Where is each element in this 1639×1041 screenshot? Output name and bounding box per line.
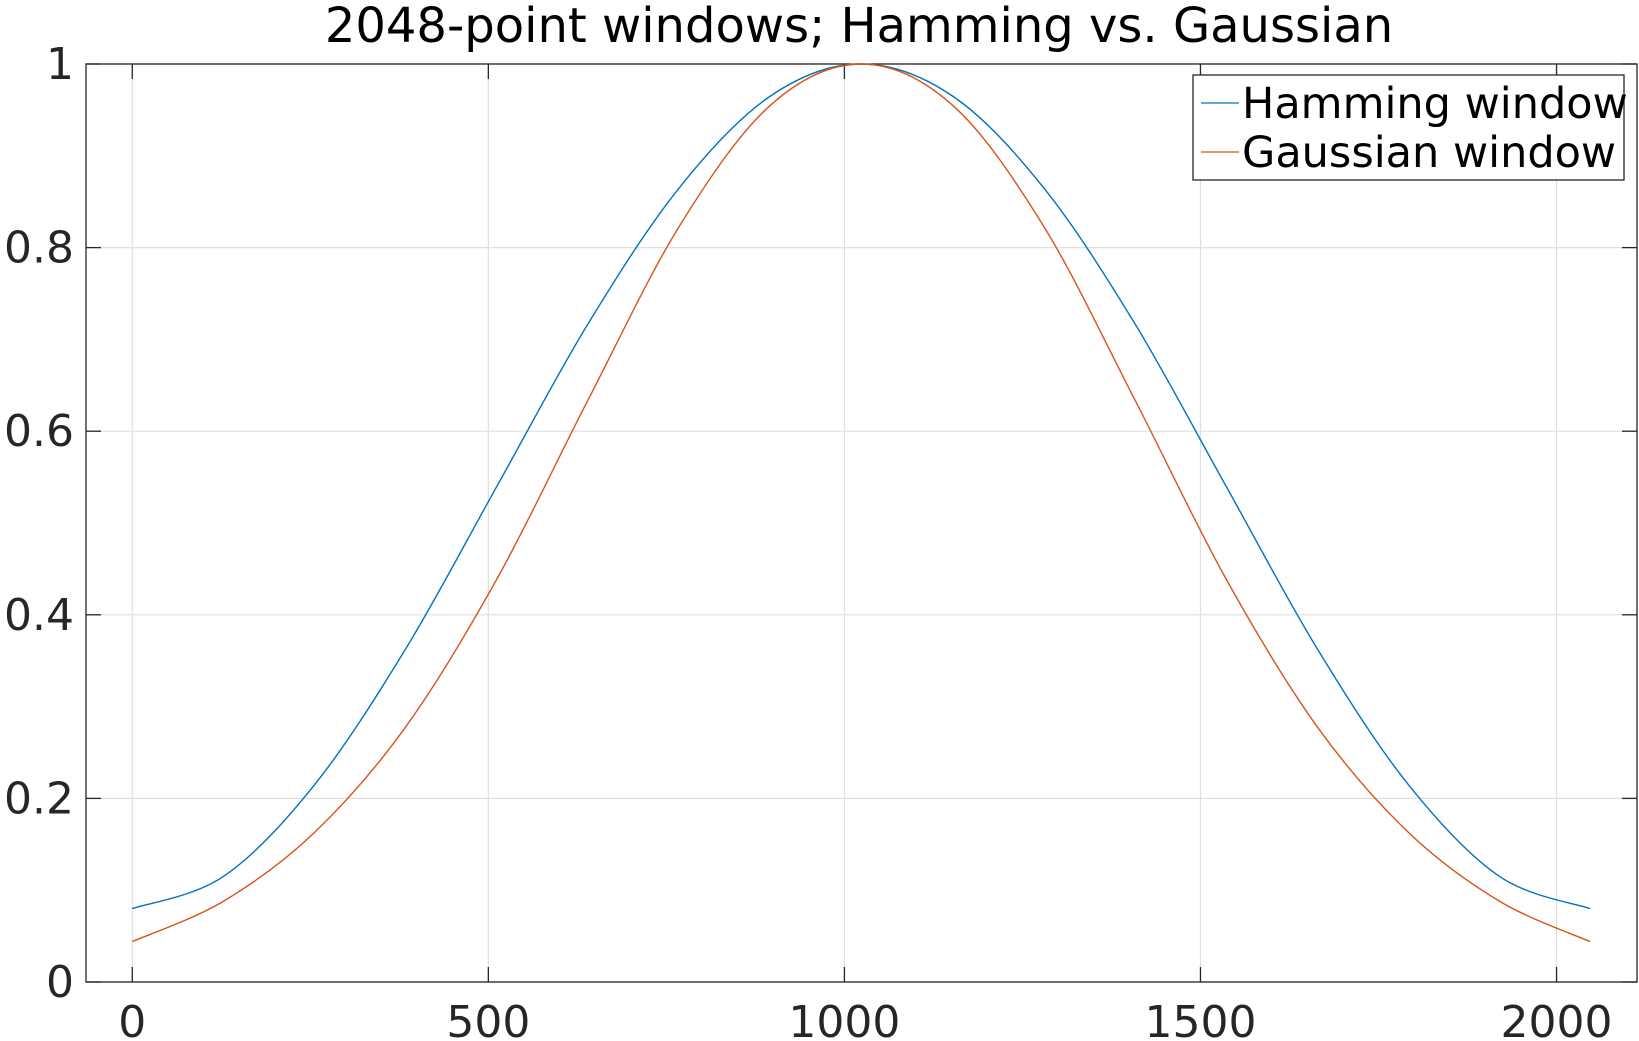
legend-label-gaussian-window: Gaussian window — [1242, 128, 1616, 178]
y-tick-label-0-4: 0.4 — [4, 590, 74, 641]
grid — [86, 63, 1637, 983]
x-tick-label-2000: 2000 — [1501, 997, 1613, 1041]
y-tick-label-0-2: 0.2 — [4, 773, 74, 824]
y-tick-label-0-8: 0.8 — [4, 223, 74, 274]
y-tick-label-0-6: 0.6 — [4, 406, 74, 457]
x-tick-label-500: 500 — [446, 997, 530, 1041]
plot-area-frame — [85, 63, 1638, 983]
chart-title: 2048-point windows; Hamming vs. Gaussian — [325, 0, 1393, 54]
x-tick-label-1000: 1000 — [788, 997, 900, 1041]
x-tick-label-1500: 1500 — [1144, 997, 1256, 1041]
series-line-gaussian-window — [132, 63, 1591, 943]
series-lines — [132, 63, 1591, 943]
legend-box — [1192, 74, 1625, 181]
y-tick-label-1: 1 — [46, 39, 74, 90]
axis-ticks: 0 500 1000 1500 2000 0 0.2 0.4 0.6 0.8 1 — [4, 39, 1637, 1041]
legend-label-hamming-window: Hamming window — [1242, 79, 1628, 129]
x-tick-label-0: 0 — [118, 997, 146, 1041]
y-tick-label-0: 0 — [46, 957, 74, 1008]
series-line-hamming-window — [132, 63, 1591, 910]
legend: Hamming window Gaussian window — [1192, 74, 1628, 181]
